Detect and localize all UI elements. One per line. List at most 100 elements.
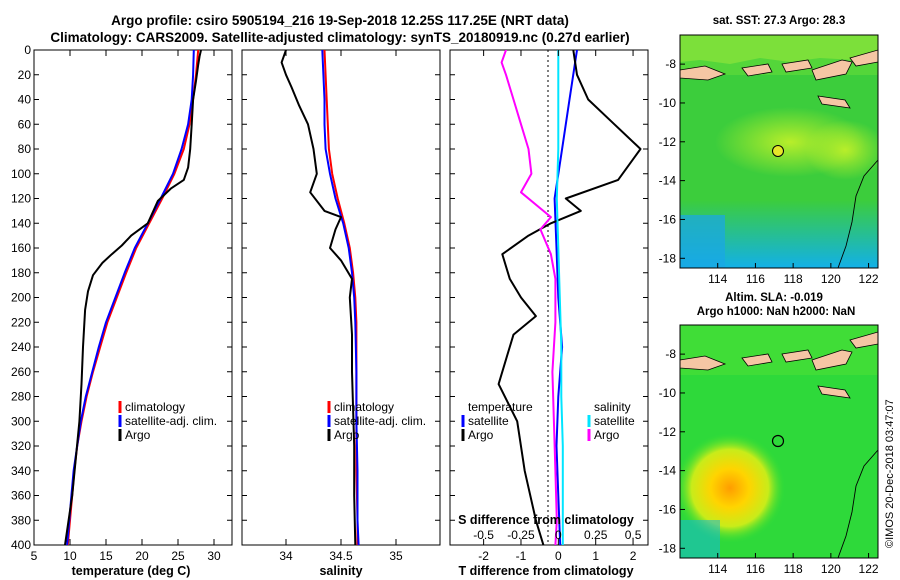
x-tick-label: 30	[207, 549, 221, 563]
sla-map-title: Altim. SLA: -0.019	[725, 292, 823, 304]
land-java	[680, 355, 727, 371]
temperature-series	[64, 50, 202, 545]
series-line-salinity-satellite	[555, 50, 564, 545]
y-tick-label: 380	[11, 513, 31, 527]
sst-map-ticks: 114 116 118 120 122 -8 -10 -12 -14 -16 -18	[659, 57, 879, 286]
s-difference-axis-label: S difference from climatology	[458, 513, 634, 527]
map-y-tick-label: -18	[659, 251, 677, 265]
legend-title-temperature: temperature	[468, 400, 533, 414]
y-tick-label: 40	[18, 93, 32, 107]
y-tick-label: 200	[11, 291, 31, 305]
y-tick-label: 300	[11, 414, 31, 428]
legend-label-climatology: climatology	[334, 400, 394, 414]
x-tick-label: 0	[555, 549, 562, 563]
s-difference-tick-label: -0.5	[473, 528, 494, 542]
land-sumba	[817, 385, 851, 399]
series-line-salinity-argo	[500, 50, 558, 545]
map-x-tick-label: 118	[784, 272, 803, 286]
map-y-tick-label: -16	[659, 502, 677, 516]
x-tick-label: 15	[99, 549, 113, 563]
sst-map-frame	[679, 34, 879, 269]
x-tick-label: 35	[389, 549, 403, 563]
coast-australia	[837, 449, 878, 558]
sst-cool-southwest	[680, 215, 725, 268]
map-x-tick-label: 120	[821, 272, 841, 286]
y-tick-label: 120	[11, 192, 31, 206]
sla-map-subtitle: Argo h1000: NaN h2000: NaN	[697, 306, 856, 318]
y-tick-label: 220	[11, 315, 31, 329]
sst-north-warm	[680, 35, 878, 64]
y-tick-label: 240	[11, 340, 31, 354]
map-x-tick-label: 122	[859, 562, 879, 576]
s-difference-tick-label: 0.5	[625, 528, 642, 542]
map-x-tick-label: 120	[821, 562, 841, 576]
map-y-tick-label: -12	[659, 135, 677, 149]
imos-credit: ©IMOS 20-Dec-2018 03:47:07	[884, 399, 896, 548]
legend-label-climatology: climatology	[125, 400, 185, 414]
legend-title-salinity: salinity	[594, 400, 631, 414]
y-tick-label: 0	[24, 43, 31, 57]
sla-map	[680, 325, 878, 558]
salinity-axis-label: salinity	[319, 564, 362, 578]
s-difference-tick-label: 0.25	[584, 528, 608, 542]
legend-label-salinity-satellite: satellite	[594, 414, 635, 428]
legend-label-salinity-argo: Argo	[594, 428, 620, 442]
y-tick-label: 80	[18, 142, 32, 156]
map-y-tick-label: -16	[659, 212, 677, 226]
y-tick-label: 360	[11, 489, 31, 503]
map-y-tick-label: -8	[665, 347, 676, 361]
map-y-tick-label: -10	[659, 386, 677, 400]
x-tick-label: -2	[478, 549, 489, 563]
land-sumbawa	[811, 349, 853, 371]
y-tick-label: 100	[11, 167, 31, 181]
s-difference-ticks: -0.5 -0.25 0 0.25 0.5	[473, 528, 641, 542]
map-y-tick-label: -14	[659, 174, 677, 188]
argo-position-marker	[772, 145, 784, 157]
map-y-tick-label: -8	[665, 57, 676, 71]
map-x-tick-label: 114	[708, 562, 727, 576]
series-line-temperature-argo	[497, 50, 642, 545]
coast-australia	[837, 159, 878, 268]
s-difference-tick-label: -0.25	[507, 528, 535, 542]
salinity-legend: climatology satellite-adj. clim. Argo	[327, 400, 426, 442]
salinity-ticks: 34 34.5 35	[242, 49, 440, 563]
temperature-plot-frame	[33, 49, 233, 546]
sla-map-frame	[679, 324, 879, 559]
y-tick-label: 260	[11, 365, 31, 379]
difference-series	[497, 50, 642, 545]
sla-high-anomaly	[680, 433, 785, 543]
map-y-tick-label: -12	[659, 425, 677, 439]
figure-title-line1: Argo profile: csiro 5905194_216 19-Sep-2…	[111, 13, 569, 28]
map-y-tick-label: -18	[659, 541, 677, 555]
land-flores	[849, 331, 878, 349]
legend-label-temperature-satellite: satellite	[468, 414, 509, 428]
salinity-plot-frame	[241, 49, 441, 546]
x-tick-label: 25	[171, 549, 185, 563]
map-y-tick-label: -10	[659, 96, 677, 110]
x-tick-label: 1	[592, 549, 599, 563]
map-x-tick-label: 116	[746, 562, 765, 576]
y-tick-label: 400	[11, 538, 31, 552]
argo-position-marker	[771, 434, 785, 448]
y-tick-label: 160	[11, 241, 31, 255]
x-tick-label: 2	[630, 549, 637, 563]
legend-label-satellite-adj: satellite-adj. clim.	[125, 414, 217, 428]
temperature-legend: climatology satellite-adj. clim. Argo	[118, 400, 217, 442]
x-tick-label: -1	[516, 549, 527, 563]
legend-label-satellite-adj: satellite-adj. clim.	[334, 414, 426, 428]
sst-map	[680, 35, 878, 268]
sst-map-title: sat. SST: 27.3 Argo: 28.3	[713, 15, 846, 27]
y-tick-label: 60	[18, 117, 32, 131]
land-flores	[849, 49, 878, 67]
difference-plot-frame	[449, 49, 649, 546]
land-bali	[741, 353, 773, 367]
figure-title-line2: Climatology: CARS2009. Satellite-adjuste…	[50, 30, 629, 45]
series-line-temperature-satellite	[553, 50, 578, 545]
sst-warm-patch-east	[805, 120, 878, 180]
series-line-argo	[64, 50, 202, 545]
land-bali	[741, 63, 773, 77]
salinity-series	[280, 50, 360, 545]
y-tick-label: 280	[11, 390, 31, 404]
map-x-tick-label: 116	[746, 272, 765, 286]
